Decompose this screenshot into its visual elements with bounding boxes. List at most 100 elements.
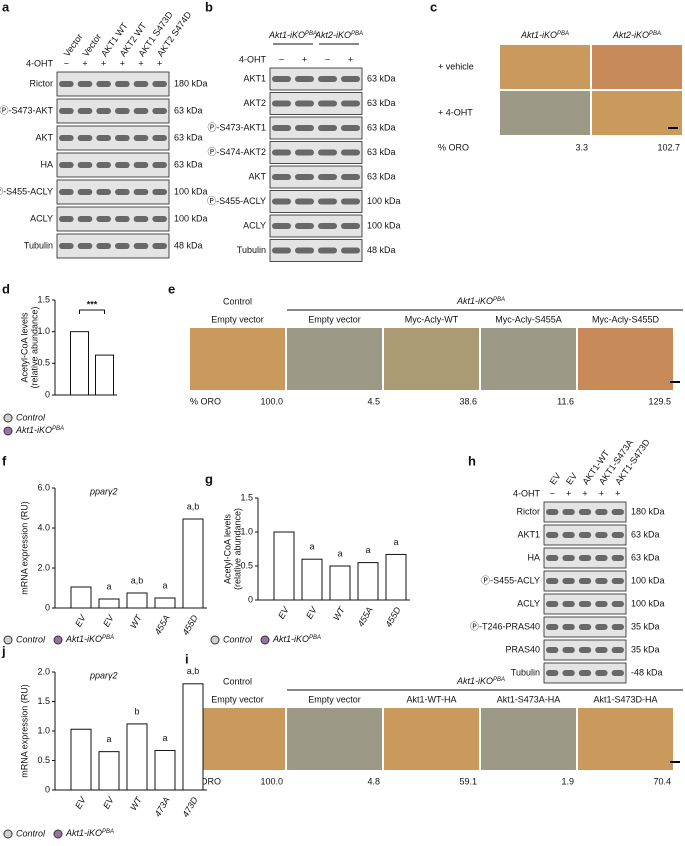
significance-label: ***	[87, 299, 98, 309]
condition-label: Empty vector	[308, 314, 361, 324]
kda-label: 48 kDa	[174, 240, 203, 250]
label-sup: PBA	[102, 829, 114, 835]
blot-band	[295, 198, 314, 205]
kda-label: 180 kDa	[174, 78, 208, 88]
blot-strip	[56, 179, 170, 205]
label-base: Akt1-iKO	[65, 828, 102, 838]
row-label: ACLY	[243, 220, 266, 230]
label-base: Akt2-iKO	[612, 30, 649, 40]
oro-value: 11.6	[557, 396, 574, 406]
blot-band	[272, 100, 291, 107]
y-tick-label: 4.0	[37, 522, 50, 532]
label-base: Akt2-iKO	[314, 30, 351, 40]
blot-band	[595, 601, 608, 607]
oro-value: 70.4	[653, 776, 671, 786]
blot-band	[59, 189, 74, 195]
blot-strip	[269, 190, 363, 213]
label-sup: PBA	[351, 31, 363, 37]
blot-band	[59, 108, 74, 114]
legend-marker	[260, 635, 270, 645]
stain-image	[592, 91, 682, 135]
x-tick-label: EV	[73, 794, 88, 810]
blot-strip	[269, 67, 363, 91]
blot-band	[562, 601, 575, 607]
kda-label: 63 kDa	[367, 73, 396, 83]
x-tick-label: EV	[276, 604, 291, 620]
blot-band	[546, 578, 559, 584]
stain-image	[578, 708, 673, 770]
kda-label: 100 kDa	[174, 213, 208, 223]
gene-label: pparγ2	[89, 670, 118, 680]
blot-band	[152, 243, 167, 249]
legend-marker	[3, 413, 13, 423]
bar	[70, 728, 92, 791]
blot-strip	[56, 125, 170, 151]
blot-band	[595, 647, 608, 653]
blot-strip	[56, 152, 170, 178]
condition-label: Akt1-WT-HA	[406, 694, 456, 704]
row-label: ACLY	[30, 213, 53, 223]
blot-band	[272, 174, 291, 180]
significance-letter: a	[309, 542, 314, 552]
blot-band	[562, 670, 575, 676]
row-label: PRAS40	[505, 644, 540, 654]
stain-image	[287, 328, 382, 390]
stain-image	[578, 328, 673, 390]
y-tick-label: 1.5	[240, 492, 253, 502]
control-label: Control	[223, 296, 252, 306]
significance-letter: a	[365, 545, 370, 555]
stain-image	[592, 45, 682, 89]
row-label: + 4-OHT	[438, 107, 473, 117]
legend-label: Control	[16, 828, 46, 838]
y-tick-label: 0	[45, 784, 50, 794]
blot-band	[77, 243, 93, 249]
oro-value: 59.1	[459, 776, 477, 786]
x-tick-label: 455D	[180, 613, 200, 637]
bar	[301, 558, 323, 601]
legend-marker	[3, 829, 13, 839]
blot-band	[152, 108, 167, 114]
label-sup: PBA	[557, 31, 569, 37]
stain-image	[384, 328, 479, 390]
panel-letter: b	[205, 0, 213, 14]
treatment-label: 4-OHT	[26, 58, 54, 68]
kda-label: 63 kDa	[367, 122, 396, 132]
treatment-sign: +	[566, 488, 571, 498]
label-sup: PBA	[305, 31, 317, 37]
blot-band	[595, 555, 608, 561]
blot-band	[318, 198, 337, 205]
blot-band	[115, 162, 130, 168]
blot-band	[272, 149, 291, 156]
blot-band	[578, 578, 592, 584]
legend-label: Control	[16, 634, 46, 644]
panel-letter: i	[185, 651, 189, 666]
label-base: Akt1-iKO	[268, 30, 305, 40]
blot-band	[546, 555, 559, 561]
y-tick-label: 0	[248, 594, 253, 604]
blot-band	[578, 555, 592, 561]
bar	[385, 553, 407, 601]
blot-band	[152, 81, 167, 87]
blot-band	[59, 216, 74, 222]
treatment-sign: +	[120, 58, 125, 68]
blot-band	[578, 532, 592, 538]
blot-band	[341, 198, 360, 205]
blot-band	[295, 100, 314, 107]
blot-band	[562, 555, 575, 561]
oro-value: 100.0	[260, 396, 283, 406]
control-label: Control	[223, 676, 252, 686]
stain-image	[500, 91, 590, 135]
blot-band	[341, 149, 360, 156]
oro-label: % ORO	[190, 776, 221, 786]
blot-band	[578, 624, 592, 630]
x-tick-label: EV	[101, 612, 116, 628]
label-sup: PBA	[102, 635, 114, 641]
kda-label: 100 kDa	[367, 220, 401, 230]
kda-label: 63 kDa	[367, 98, 396, 108]
blot-band	[595, 624, 608, 630]
blot-band	[318, 125, 337, 131]
y-tick-label: 6.0	[37, 482, 50, 492]
blot-band	[152, 162, 167, 168]
kda-label: 100 kDa	[631, 598, 665, 608]
treatment-sign: +	[302, 54, 307, 64]
